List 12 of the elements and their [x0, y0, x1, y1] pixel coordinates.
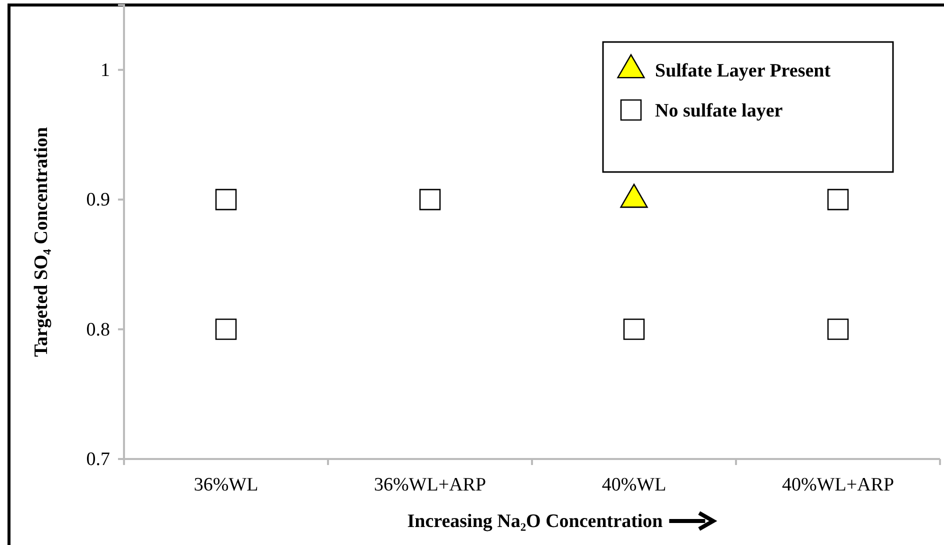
legend-label: Sulfate Layer Present: [655, 60, 832, 82]
x-tick-label: 40%WL: [602, 474, 666, 496]
y-axis-title: Targeted SO₄ Concentration: [31, 126, 52, 357]
x-axis-title: Increasing Na₂O Concentration: [407, 511, 664, 532]
y-tick-label: 1: [100, 60, 110, 81]
legend-label: No sulfate layer: [655, 100, 784, 122]
y-tick-label: 0.8: [86, 319, 110, 340]
x-tick-label: 40%WL+ARP: [782, 474, 894, 496]
x-tick-label: 36%WL: [194, 474, 258, 496]
y-tick-label: 0.9: [86, 190, 110, 211]
x-tick-label: 36%WL+ARP: [374, 474, 486, 496]
y-tick-label: 0.7: [86, 449, 110, 470]
